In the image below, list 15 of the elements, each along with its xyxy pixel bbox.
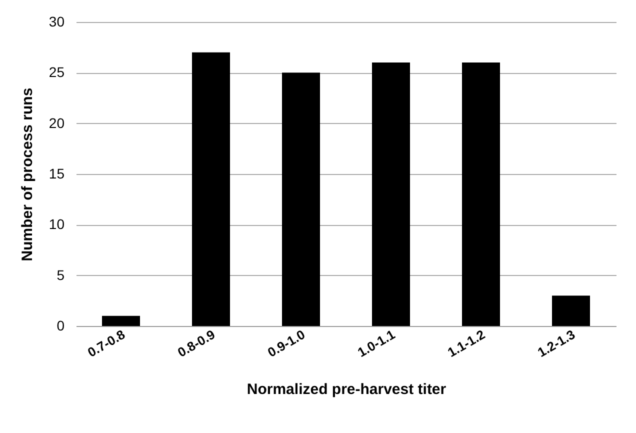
y-tick-label: 30 — [48, 14, 65, 30]
y-tick-label: 10 — [48, 216, 65, 232]
x-axis-title: Normalized pre-harvest titer — [246, 380, 446, 398]
bar — [282, 72, 320, 326]
bar — [192, 52, 230, 326]
y-tick-label: 5 — [56, 266, 65, 283]
y-tick-label: 0 — [56, 318, 65, 334]
bar — [102, 316, 140, 326]
bar — [552, 296, 590, 326]
bar — [462, 62, 500, 326]
y-tick-label: 15 — [48, 166, 65, 182]
y-axis-title: Number of process runs — [18, 88, 36, 262]
y-tick-label: 25 — [48, 64, 65, 80]
bar — [372, 62, 410, 326]
y-tick-label: 20 — [48, 114, 65, 131]
